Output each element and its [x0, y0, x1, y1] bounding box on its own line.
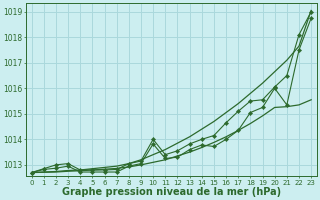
X-axis label: Graphe pression niveau de la mer (hPa): Graphe pression niveau de la mer (hPa)	[62, 187, 281, 197]
